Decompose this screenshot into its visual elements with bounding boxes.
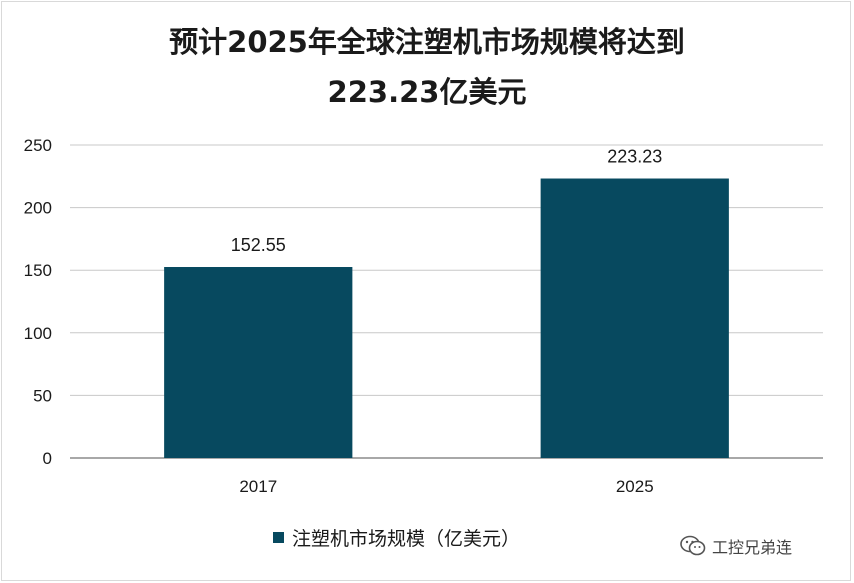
legend-label: 注塑机市场规模（亿美元） — [292, 528, 521, 550]
legend-swatch — [273, 532, 284, 543]
chart-title-line-2: 223.23亿美元 — [327, 75, 527, 109]
bar-2017 — [164, 267, 353, 458]
data-label-2025: 223.23 — [607, 147, 662, 167]
x-category-label-2025: 2025 — [616, 477, 654, 496]
y-tick-label-100: 100 — [24, 324, 52, 343]
y-tick-label-50: 50 — [33, 386, 52, 405]
y-tick-label-200: 200 — [24, 199, 52, 218]
y-tick-label-250: 250 — [24, 136, 52, 155]
wechat-icon — [680, 535, 706, 556]
data-label-2017: 152.55 — [231, 235, 286, 255]
y-tick-label-150: 150 — [24, 261, 52, 280]
y-tick-label-0: 0 — [43, 449, 52, 468]
x-category-label-2017: 2017 — [239, 477, 277, 496]
bar-2025 — [540, 178, 729, 458]
chart-title-line-1: 预计2025年全球注塑机市场规模将达到 — [169, 25, 685, 59]
legend: 注塑机市场规模（亿美元） — [273, 524, 520, 551]
watermark: 工控兄弟连 — [680, 534, 792, 558]
watermark-text: 工控兄弟连 — [712, 538, 793, 557]
